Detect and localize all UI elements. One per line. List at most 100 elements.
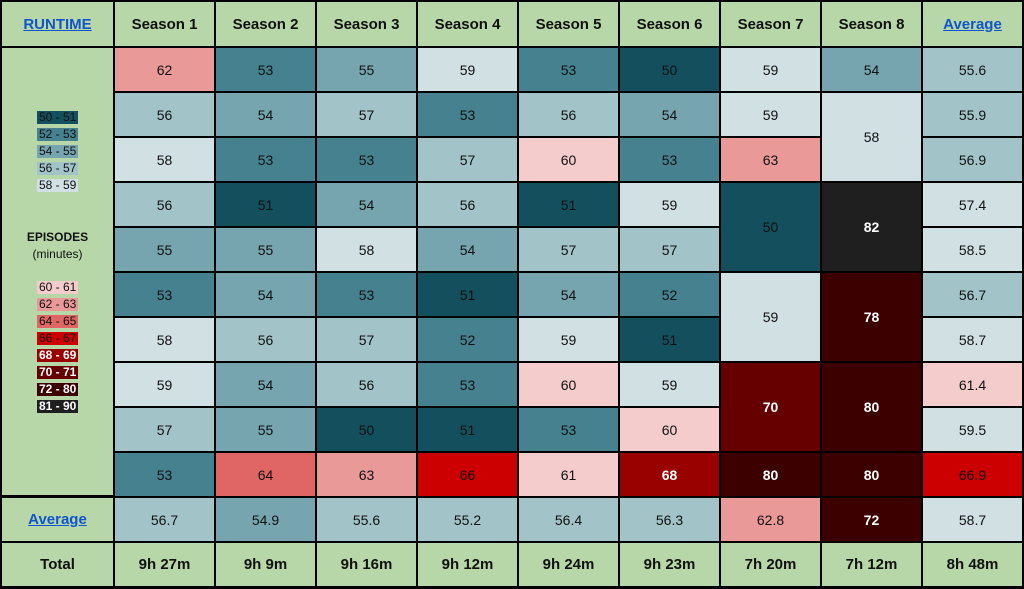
- runtime-link[interactable]: RUNTIME: [23, 15, 92, 33]
- episode-cell: 54: [822, 48, 921, 91]
- row-average-cell: 56.9: [923, 138, 1022, 181]
- episode-cell: 54: [216, 363, 315, 406]
- episode-cell: 78: [822, 273, 921, 361]
- episode-cell: 57: [418, 138, 517, 181]
- episode-cell: 50: [317, 408, 416, 451]
- season-total-cell: 9h 23m: [620, 543, 719, 586]
- episode-cell: 57: [519, 228, 618, 271]
- season-average-cell: 55.6: [317, 498, 416, 541]
- episode-cell: 57: [317, 318, 416, 361]
- season-header: Season 7: [721, 2, 820, 46]
- episode-cell: 50: [721, 183, 820, 271]
- episode-cell: 51: [519, 183, 618, 226]
- row-average-cell: 58.5: [923, 228, 1022, 271]
- legend-swatch: 62 - 63: [37, 297, 79, 311]
- episode-cell: 55: [115, 228, 214, 271]
- season-header: Season 6: [620, 2, 719, 46]
- row-average-cell: 61.4: [923, 363, 1022, 406]
- episode-cell: 59: [620, 183, 719, 226]
- season-header: Season 5: [519, 2, 618, 46]
- episode-cell: 53: [115, 453, 214, 496]
- episode-cell: 55: [216, 408, 315, 451]
- episode-cell: 55: [216, 228, 315, 271]
- episode-cell: 53: [216, 48, 315, 91]
- episode-cell: 60: [519, 138, 618, 181]
- episode-cell: 55: [317, 48, 416, 91]
- episode-cell: 58: [822, 93, 921, 181]
- row-average-cell: 55.9: [923, 93, 1022, 136]
- episode-cell: 82: [822, 183, 921, 271]
- row-average-cell: 55.6: [923, 48, 1022, 91]
- episode-cell: 50: [620, 48, 719, 91]
- legend-episodes-label: EPISODES: [26, 230, 89, 244]
- season-average-cell: 72: [822, 498, 921, 541]
- season-total-cell: 9h 16m: [317, 543, 416, 586]
- season-total-cell: 9h 9m: [216, 543, 315, 586]
- episode-cell: 54: [216, 273, 315, 316]
- episode-cell: 59: [620, 363, 719, 406]
- episode-cell: 54: [317, 183, 416, 226]
- episode-cell: 53: [418, 93, 517, 136]
- episode-cell: 54: [418, 228, 517, 271]
- runtime-legend: 50 - 51 52 - 53 54 - 55 56 - 57 58 - 59 60 - …: [2, 48, 113, 495]
- average-row-link[interactable]: Average: [28, 511, 87, 528]
- row-average-cell: 59.5: [923, 408, 1022, 451]
- episode-cell: 52: [418, 318, 517, 361]
- average-link[interactable]: Average: [943, 15, 1002, 33]
- episode-cell: 57: [620, 228, 719, 271]
- episode-cell: 66: [418, 453, 517, 496]
- season-header: Season 2: [216, 2, 315, 46]
- episode-cell: 63: [317, 453, 416, 496]
- row-average-cell: 58.7: [923, 318, 1022, 361]
- episode-cell: 58: [115, 138, 214, 181]
- season-total-cell: 9h 12m: [418, 543, 517, 586]
- episode-cell: 60: [519, 363, 618, 406]
- total-row-label: Total: [2, 543, 113, 586]
- legend-units-label: (minutes): [32, 247, 83, 261]
- episode-cell: 51: [620, 318, 719, 361]
- episode-cell: 80: [822, 453, 921, 496]
- episode-cell: 53: [620, 138, 719, 181]
- episode-cell: 53: [519, 48, 618, 91]
- episode-cell: 51: [216, 183, 315, 226]
- episode-cell: 56: [418, 183, 517, 226]
- episode-cell: 53: [519, 408, 618, 451]
- season-average-cell: 56.4: [519, 498, 618, 541]
- season-header: Season 3: [317, 2, 416, 46]
- legend-swatch: 66 - 67: [37, 331, 79, 345]
- episode-cell: 56: [317, 363, 416, 406]
- legend-swatch: 72 - 80: [37, 382, 79, 396]
- episode-cell: 58: [317, 228, 416, 271]
- episode-cell: 57: [115, 408, 214, 451]
- row-average-cell: 57.4: [923, 183, 1022, 226]
- legend-swatch: 68 - 69: [37, 348, 79, 362]
- episode-cell: 56: [216, 318, 315, 361]
- season-total-cell: 9h 27m: [115, 543, 214, 586]
- episode-cell: 59: [721, 48, 820, 91]
- average-header[interactable]: Average: [923, 2, 1022, 46]
- episode-cell: 59: [721, 93, 820, 136]
- episode-cell: 53: [115, 273, 214, 316]
- episode-cell: 58: [115, 318, 214, 361]
- episode-cell: 68: [620, 453, 719, 496]
- runtime-header[interactable]: RUNTIME: [2, 2, 113, 46]
- episode-cell: 59: [721, 273, 820, 361]
- episode-cell: 59: [418, 48, 517, 91]
- episode-cell: 59: [115, 363, 214, 406]
- episode-cell: 70: [721, 363, 820, 451]
- legend-swatch: 50 - 51: [37, 110, 79, 124]
- episode-cell: 52: [620, 273, 719, 316]
- season-total-cell: 9h 24m: [519, 543, 618, 586]
- episode-cell: 56: [519, 93, 618, 136]
- legend-swatch: 52 - 53: [37, 127, 79, 141]
- episode-cell: 80: [721, 453, 820, 496]
- episode-cell: 60: [620, 408, 719, 451]
- episode-cell: 57: [317, 93, 416, 136]
- episode-cell: 61: [519, 453, 618, 496]
- episode-cell: 64: [216, 453, 315, 496]
- season-header: Season 4: [418, 2, 517, 46]
- average-row-label[interactable]: Average: [2, 498, 113, 541]
- season-average-cell: 54.9: [216, 498, 315, 541]
- episode-cell: 51: [418, 273, 517, 316]
- overall-average-cell: 58.7: [923, 498, 1022, 541]
